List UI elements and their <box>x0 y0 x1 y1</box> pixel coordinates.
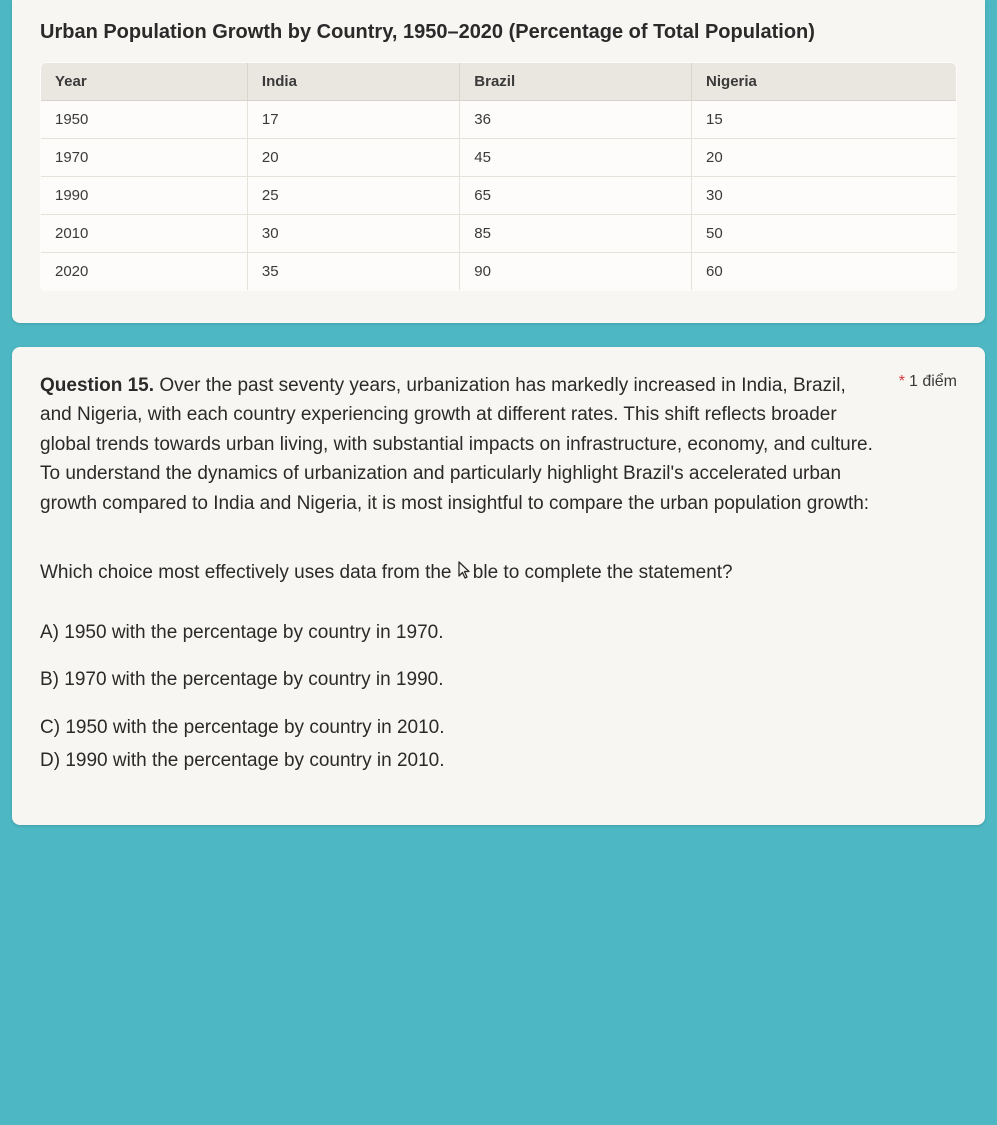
col-header: Nigeria <box>692 63 957 101</box>
table-row: 2020 35 90 60 <box>41 253 957 291</box>
cell: 17 <box>247 101 459 139</box>
points-text: 1 điểm <box>909 373 957 390</box>
cell: 2010 <box>41 215 248 253</box>
cell: 30 <box>692 177 957 215</box>
question-card: Question 15. Over the past seventy years… <box>12 347 985 825</box>
cell: 20 <box>692 139 957 177</box>
question-text: Question 15. Over the past seventy years… <box>40 371 879 518</box>
col-header: Brazil <box>460 63 692 101</box>
answer-options: A) 1950 with the percentage by country i… <box>40 618 957 776</box>
question-body: Over the past seventy years, urbanizatio… <box>40 375 873 514</box>
cursor-icon <box>457 560 473 589</box>
cell: 25 <box>247 177 459 215</box>
option-c[interactable]: C) 1950 with the percentage by country i… <box>40 713 957 742</box>
prompt-pre: Which choice most effectively uses data … <box>40 562 457 583</box>
question-label: Question 15. <box>40 375 154 396</box>
cell: 1990 <box>41 177 248 215</box>
required-mark: * <box>899 373 905 390</box>
cell: 85 <box>460 215 692 253</box>
cell: 36 <box>460 101 692 139</box>
cell: 20 <box>247 139 459 177</box>
table-row: 1970 20 45 20 <box>41 139 957 177</box>
option-a[interactable]: A) 1950 with the percentage by country i… <box>40 618 957 647</box>
cell: 60 <box>692 253 957 291</box>
table-header-row: Year India Brazil Nigeria <box>41 63 957 101</box>
points-label: *1 điểm <box>899 371 957 391</box>
cell: 1970 <box>41 139 248 177</box>
cell: 30 <box>247 215 459 253</box>
question-prompt: Which choice most effectively uses data … <box>40 558 957 589</box>
cell: 45 <box>460 139 692 177</box>
col-header: Year <box>41 63 248 101</box>
cell: 1950 <box>41 101 248 139</box>
cell: 15 <box>692 101 957 139</box>
cell: 50 <box>692 215 957 253</box>
prompt-mid: ble to complete the statement? <box>473 562 733 583</box>
cell: 35 <box>247 253 459 291</box>
table-row: 2010 30 85 50 <box>41 215 957 253</box>
table-row: 1950 17 36 15 <box>41 101 957 139</box>
cell: 90 <box>460 253 692 291</box>
cell: 65 <box>460 177 692 215</box>
col-header: India <box>247 63 459 101</box>
question-header-row: Question 15. Over the past seventy years… <box>40 371 957 518</box>
table-title: Urban Population Growth by Country, 1950… <box>40 18 957 46</box>
option-d[interactable]: D) 1990 with the percentage by country i… <box>40 746 957 775</box>
option-b[interactable]: B) 1970 with the percentage by country i… <box>40 665 957 694</box>
cell: 2020 <box>41 253 248 291</box>
data-table: Year India Brazil Nigeria 1950 17 36 15 … <box>40 62 957 291</box>
table-row: 1990 25 65 30 <box>41 177 957 215</box>
table-card: Urban Population Growth by Country, 1950… <box>12 0 985 323</box>
